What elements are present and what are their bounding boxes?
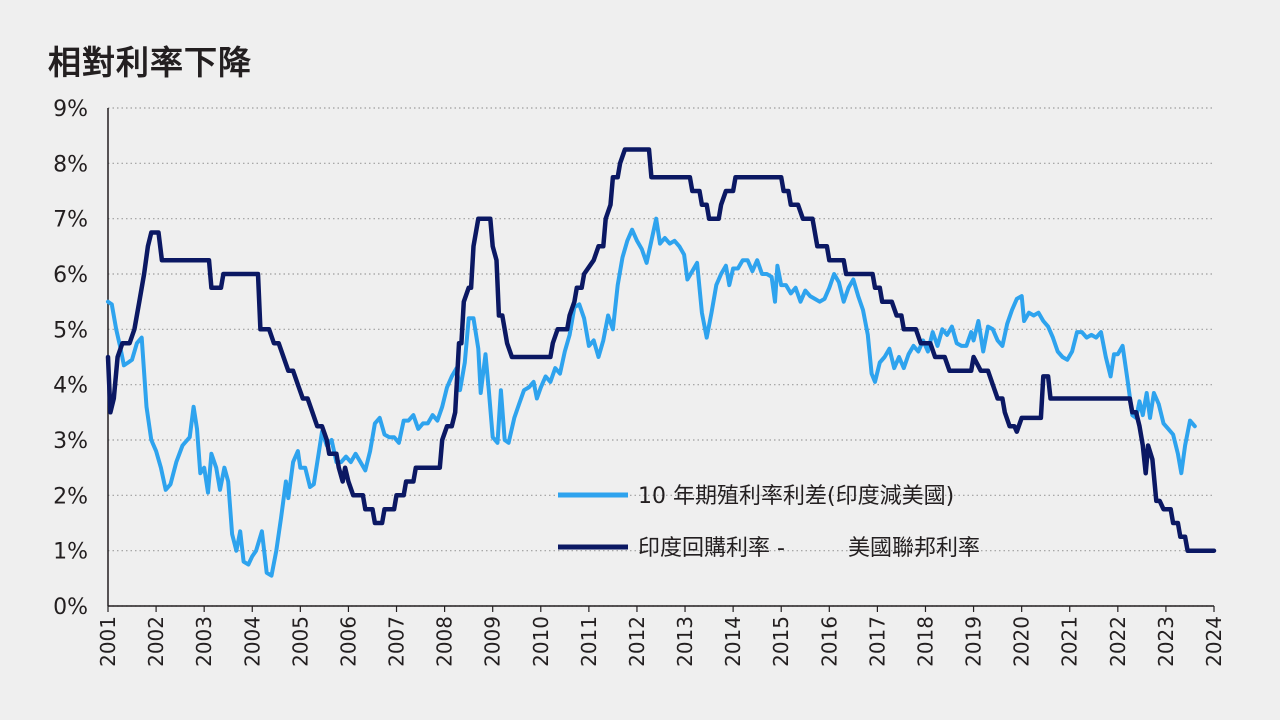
x-tick-labels: 2001 2002 2003 2004 2005 2006 2007 2008 2009 2010… [96, 606, 1226, 667]
x-tick-label: 2002 [144, 616, 168, 667]
series-line-1 [105, 147, 1217, 553]
y-tick-label: 7% [53, 208, 88, 233]
x-tick-label: 2001 [96, 616, 120, 667]
x-tick-label: 2009 [481, 616, 505, 667]
legend-label-policy-rate-left: 印度回購利率 - [638, 536, 785, 561]
y-tick-label: 1% [53, 540, 88, 565]
y-tick-label: 4% [53, 374, 88, 399]
chart-title: 相對利率下降 [48, 43, 252, 82]
axes [107, 108, 1214, 607]
y-tick-label: 9% [53, 97, 88, 122]
y-tick-labels: 0% 1% 2% 3% 4% 5% 6% 7% 8% 9% [53, 97, 88, 620]
x-tick-label: 2018 [913, 616, 937, 667]
x-tick-label: 2015 [769, 616, 793, 667]
y-tick-label: 2% [53, 484, 88, 509]
x-tick-label: 2011 [577, 616, 601, 667]
y-tick-label: 5% [53, 318, 88, 343]
x-tick-label: 2023 [1154, 616, 1178, 667]
x-tick-label: 2019 [962, 616, 986, 667]
x-tick-label: 2013 [673, 616, 697, 667]
x-tick-label: 2004 [240, 616, 264, 667]
x-tick-label: 2021 [1058, 616, 1082, 667]
gridlines [108, 107, 1214, 607]
series-line-0 [106, 216, 1197, 578]
x-tick-label: 2006 [336, 616, 360, 667]
legend-label-spread: 10 年期殖利率利差(印度減美國) [638, 484, 954, 509]
legend-label-policy-rate-right: 美國聯邦利率 [848, 536, 980, 561]
x-tick-label: 2003 [192, 616, 216, 667]
x-tick-label: 2014 [721, 616, 745, 667]
x-tick-label: 2010 [529, 616, 553, 667]
y-tick-label: 6% [53, 263, 88, 288]
y-tick-label: 8% [53, 152, 88, 177]
x-tick-label: 2008 [433, 616, 457, 667]
x-tick-label: 2024 [1202, 616, 1226, 667]
x-tick-label: 2012 [625, 616, 649, 667]
y-tick-label: 3% [53, 429, 88, 454]
x-tick-label: 2016 [817, 616, 841, 667]
x-tick-label: 2022 [1106, 616, 1130, 667]
x-tick-label: 2017 [865, 616, 889, 667]
x-tick-label: 2020 [1010, 616, 1034, 667]
y-tick-label: 0% [53, 595, 88, 620]
x-tick-label: 2007 [385, 616, 409, 667]
legend: 10 年期殖利率利差(印度減美國) 印度回購利率 - 美國聯邦利率 [558, 484, 980, 561]
x-tick-label: 2005 [288, 616, 312, 667]
series-lines [105, 147, 1217, 578]
